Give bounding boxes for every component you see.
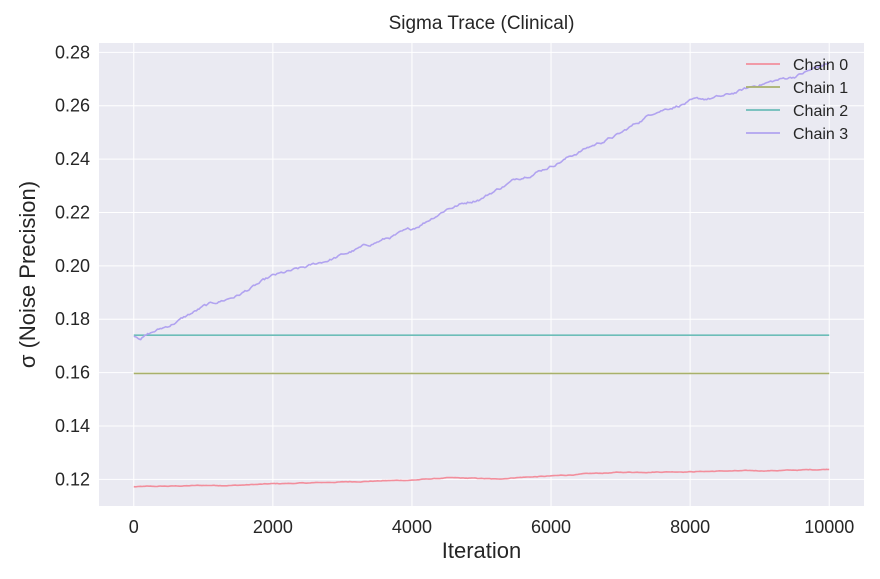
y-tick-label: 0.26 [55,96,90,116]
y-tick-label: 0.12 [55,469,90,489]
series-line-chain-0 [133,468,830,488]
x-tick-label: 2000 [253,517,293,537]
legend-label: Chain 0 [793,57,848,74]
tick-labels: 0 2000 4000 6000 8000 10000 0.12 0.14 0.16 0.18 0.… [55,42,854,537]
chart-title: Sigma Trace (Clinical) [389,13,575,34]
x-tick-label: 8000 [670,517,710,537]
legend-label: Chain 1 [793,80,848,97]
y-tick-label: 0.18 [55,309,90,329]
plot-area [99,43,864,506]
y-tick-label: 0.14 [55,416,90,436]
series-layer [133,62,830,488]
x-axis-label: Iteration [442,538,522,563]
series-line-chain-3 [133,62,830,341]
legend-label: Chain 3 [793,126,848,143]
x-tick-label: 4000 [392,517,432,537]
x-tick-label: 0 [129,517,139,537]
y-tick-label: 0.22 [55,202,90,222]
grid [99,43,864,506]
legend: Chain 0 Chain 1 Chain 2 Chain 3 [746,57,848,143]
y-axis-label: σ (Noise Precision) [15,181,40,368]
legend-label: Chain 2 [793,103,848,120]
y-tick-label: 0.20 [55,256,90,276]
y-tick-label: 0.28 [55,42,90,62]
y-tick-label: 0.24 [55,149,90,169]
x-tick-label: 10000 [804,517,854,537]
y-tick-label: 0.16 [55,363,90,383]
x-tick-label: 6000 [531,517,571,537]
